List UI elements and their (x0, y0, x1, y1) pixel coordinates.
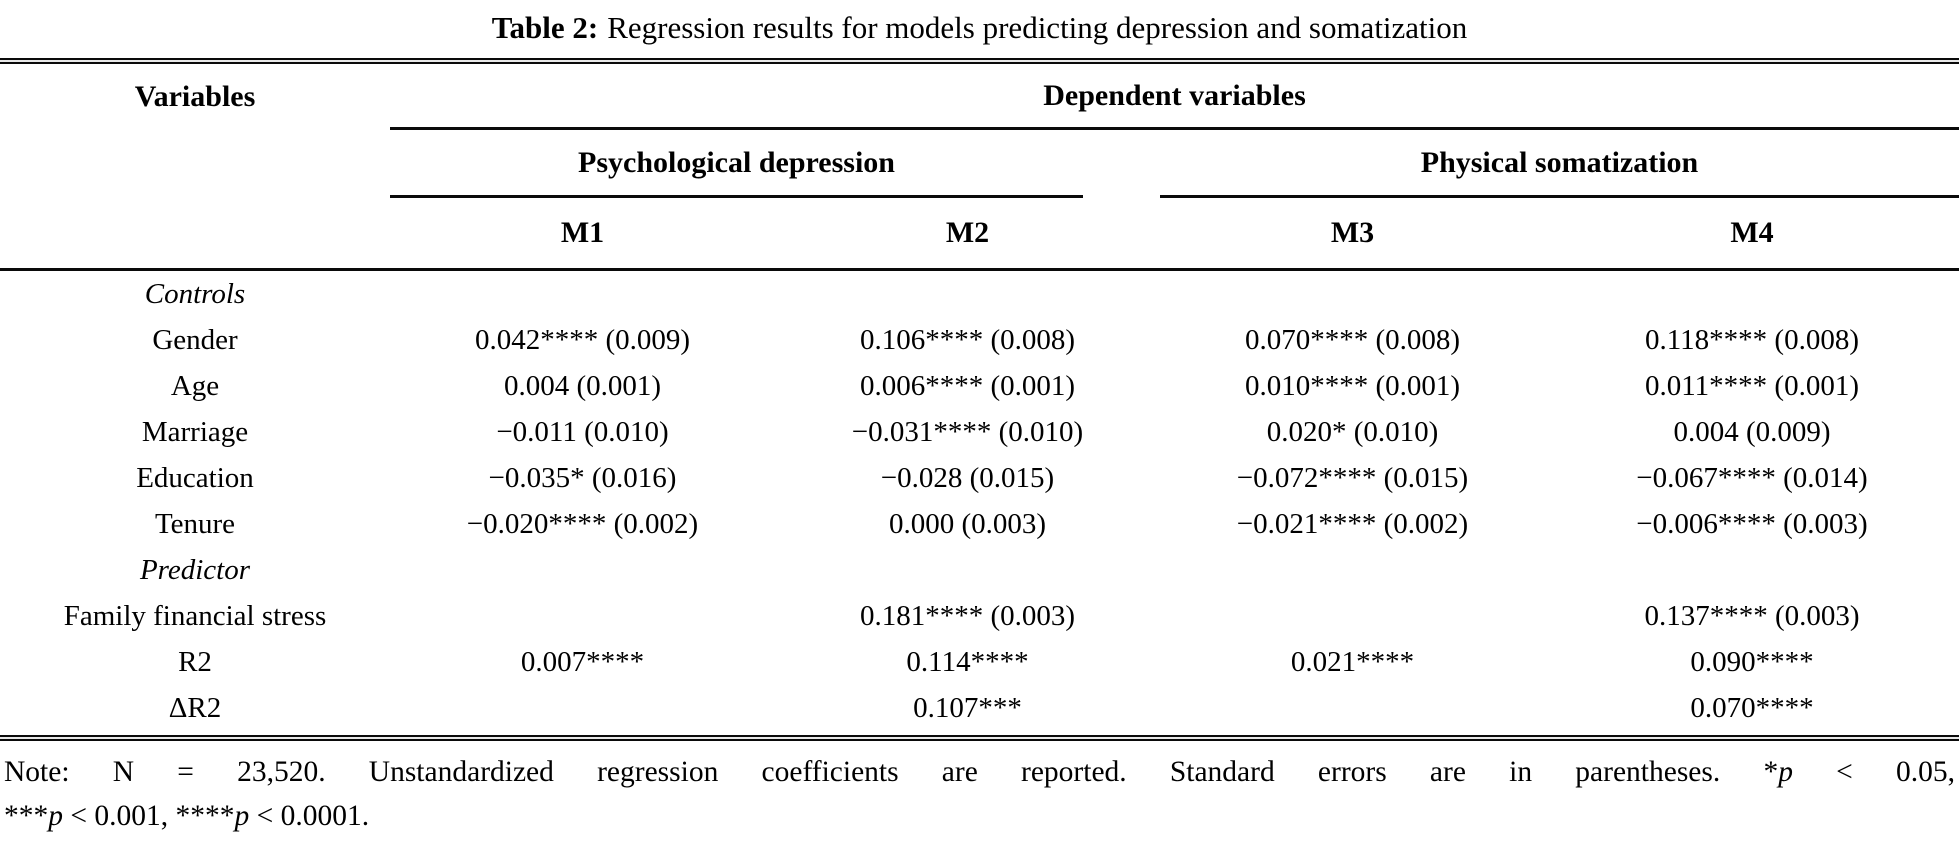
table-row: Family financial stress 0.181**** (0.003)… (0, 593, 1959, 639)
cell-m4 (1545, 547, 1959, 593)
cell-m4: −0.067**** (0.014) (1636, 461, 1868, 494)
table-row: R2 0.007**** 0.114**** 0.021**** 0.090**** (0, 639, 1959, 685)
psychological-depression-label: Psychological depression (390, 130, 1083, 198)
physical-somatization-spanner: Physical somatization (1160, 130, 1959, 198)
cell-m2: 0.006**** (0.001) (859, 369, 1076, 402)
cell-m3: 0.070**** (0.008) (1244, 323, 1461, 356)
table-title: Table 2: Regression results for models pr… (0, 0, 1959, 58)
header-body-rule (0, 268, 1959, 271)
row-label: Gender (152, 323, 238, 356)
header-row-groups: Variables Dependent variables (0, 64, 1959, 130)
table-note: Note: N = 23,520. Unstandardized regress… (0, 750, 1959, 838)
cell-m1 (390, 593, 775, 639)
cell-m1 (390, 547, 775, 593)
table-title-text: Regression results for models predicting… (607, 10, 1468, 45)
table-row: Age 0.004 (0.001) 0.006**** (0.001) 0.010**… (0, 363, 1959, 409)
table-row: Marriage −0.011 (0.010) −0.031**** (0.010)… (0, 409, 1959, 455)
cell-m2 (775, 547, 1160, 593)
psychological-depression-spanner: Psychological depression (390, 130, 1160, 198)
cell-m1 (390, 685, 775, 731)
cell-m2: −0.031**** (0.010) (851, 415, 1084, 448)
table-row: Gender 0.042**** (0.009) 0.106**** (0.008)… (0, 317, 1959, 363)
cell-m4 (1545, 271, 1959, 317)
cell-m2: 0.107*** (913, 691, 1022, 724)
row-label: Controls (144, 277, 246, 310)
note-line-1: Note: N = 23,520. Unstandardized regress… (4, 756, 1955, 788)
cell-m2: 0.000 (0.003) (888, 507, 1047, 540)
row-label: Education (136, 461, 254, 494)
dependent-variables-header: Dependent variables (390, 64, 1959, 130)
cell-m3 (1160, 685, 1545, 731)
cell-m1: 0.004 (0.001) (503, 369, 662, 402)
table-number-label: Table 2: (491, 10, 599, 45)
header-row-subgroups: Psychological depression Physical somati… (0, 130, 1959, 198)
table-row: Predictor (0, 547, 1959, 593)
cell-m3: 0.021**** (1290, 645, 1415, 678)
row-label: Predictor (139, 553, 251, 586)
header-row-models: M1 M2 M3 M4 (0, 198, 1959, 268)
cell-m1: −0.035* (0.016) (488, 461, 677, 494)
spacer-cell (0, 198, 390, 268)
cell-m1: −0.020**** (0.002) (466, 507, 699, 540)
cell-m3: 0.020* (0.010) (1266, 415, 1439, 448)
row-label: Marriage (141, 415, 249, 448)
cell-m4: 0.004 (0.009) (1673, 415, 1831, 448)
cell-m1: −0.011 (0.010) (496, 415, 669, 448)
cell-m1: 0.042**** (0.009) (474, 323, 691, 356)
cell-m3 (1160, 271, 1545, 317)
physical-somatization-label: Physical somatization (1160, 130, 1959, 198)
cell-m3: −0.072**** (0.015) (1236, 461, 1469, 494)
cell-m3: −0.021**** (0.002) (1236, 507, 1469, 540)
model-header-m4: M4 (1730, 216, 1774, 249)
model-header-m1: M1 (560, 216, 605, 249)
table-body: Controls Gender 0.042**** (0.009) 0.106****… (0, 271, 1959, 735)
spacer-cell (0, 130, 390, 198)
cell-m3: 0.010**** (0.001) (1244, 369, 1461, 402)
row-label: Family financial stress (63, 599, 327, 632)
cell-m4: 0.011**** (0.001) (1645, 369, 1859, 402)
cell-m3 (1160, 547, 1545, 593)
cell-m1: 0.007**** (520, 645, 645, 678)
cell-m2: 0.181**** (0.003) (859, 599, 1076, 632)
table-row: ΔR2 0.107*** 0.070**** (0, 685, 1959, 731)
model-header-m2: M2 (945, 216, 990, 249)
cell-m2 (775, 271, 1160, 317)
variables-header: Variables (134, 80, 256, 113)
cell-m3 (1160, 593, 1545, 639)
bottom-rule (0, 735, 1959, 741)
table-row: Tenure −0.020**** (0.002) 0.000 (0.003) −0.… (0, 501, 1959, 547)
row-label: Age (170, 369, 220, 402)
table-row: Education −0.035* (0.016) −0.028 (0.015) −0… (0, 455, 1959, 501)
table-row: Controls (0, 271, 1959, 317)
cell-m1 (390, 271, 775, 317)
cell-m4: 0.070**** (1690, 691, 1814, 724)
cell-m2: −0.028 (0.015) (880, 461, 1055, 494)
row-label: Tenure (154, 507, 236, 540)
row-label: R2 (178, 645, 212, 678)
cell-m2: 0.106**** (0.008) (859, 323, 1076, 356)
cell-m4: −0.006**** (0.003) (1636, 507, 1868, 540)
top-rule (0, 58, 1959, 64)
note-line-2: ***p < 0.001, ****p < 0.0001. (4, 800, 370, 832)
cell-m4: 0.137**** (0.003) (1644, 599, 1860, 632)
cell-m4: 0.118**** (0.008) (1645, 323, 1859, 356)
cell-m4: 0.090**** (1690, 645, 1814, 678)
cell-m2: 0.114**** (906, 645, 1029, 678)
model-header-m3: M3 (1330, 216, 1375, 249)
row-label: ΔR2 (168, 691, 222, 724)
